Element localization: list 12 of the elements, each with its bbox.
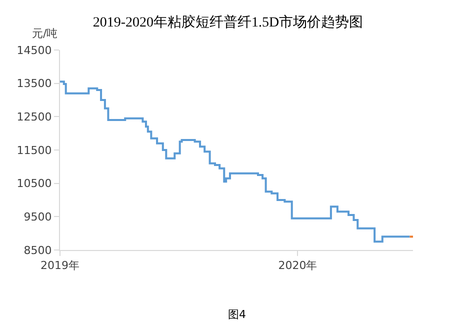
chart-title: 2019-2020年粘胶短纤普纤1.5D市场价趋势图	[92, 13, 364, 30]
y-tick-label: 11500	[16, 144, 52, 157]
y-tick-label: 10500	[16, 177, 52, 190]
x-tick-label: 2019年	[40, 259, 80, 272]
y-tick-label: 9500	[24, 210, 52, 224]
caption: 图4	[228, 308, 246, 321]
y-tick-label: 12500	[16, 110, 52, 124]
y-tick-label: 13500	[16, 77, 52, 90]
y-axis-title: 元/吨	[32, 27, 58, 40]
x-tick-label: 2020年	[278, 259, 318, 272]
y-tick-label: 8500	[24, 244, 52, 257]
y-tick-label: 14500	[16, 44, 52, 57]
